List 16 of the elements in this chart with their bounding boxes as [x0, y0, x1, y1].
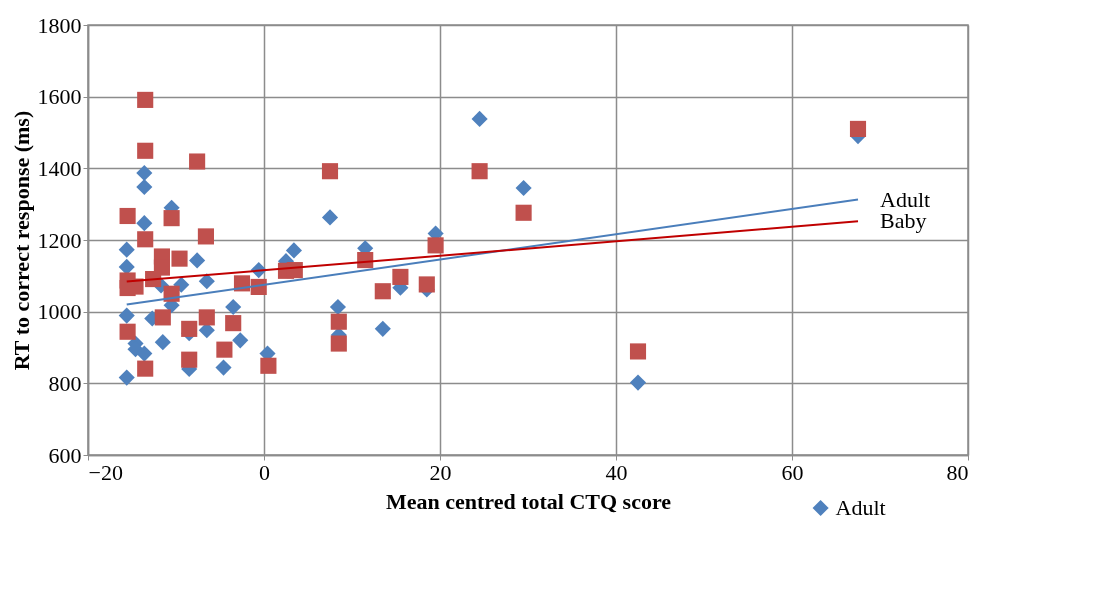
x-tick-label: 0 — [259, 459, 270, 485]
y-tick-label: 1000 — [37, 299, 82, 325]
y-tick-label: 1800 — [37, 12, 82, 38]
legend-label: Adult — [835, 495, 886, 520]
y-tick-label: 600 — [48, 442, 82, 468]
x-tick-label: 40 — [605, 459, 628, 485]
x-tick-label: 60 — [781, 459, 804, 485]
y-tick-label: 1400 — [37, 155, 82, 181]
x-tick-label: 20 — [429, 459, 452, 485]
y-tick-label: 1600 — [37, 84, 82, 110]
x-tick-label: 80 — [946, 459, 969, 485]
x-tick-label: −20 — [88, 459, 123, 485]
y-tick-label: 1200 — [37, 227, 82, 253]
y-axis-title: RT to correct response (ms) — [8, 110, 34, 371]
x-axis-title: Mean centred total CTQ score — [385, 488, 672, 514]
y-tick-label: 800 — [48, 370, 82, 396]
